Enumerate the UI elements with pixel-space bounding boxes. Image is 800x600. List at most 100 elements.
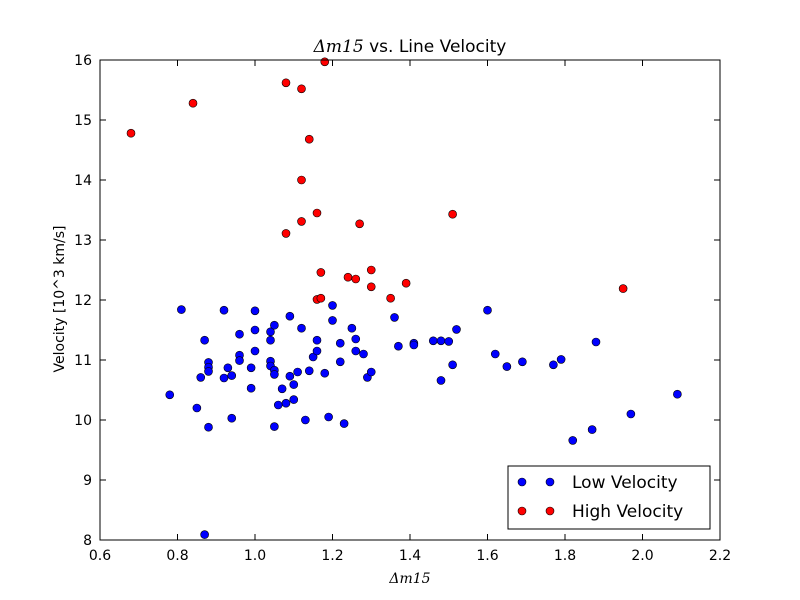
data-point [312,208,322,218]
legend-label-high-velocity: High Velocity [572,502,683,522]
x-tick-label: 1.6 [476,548,498,564]
data-point [297,84,306,94]
y-axis-label: Velocity [10^3 km/s] [52,226,68,373]
data-point [250,306,260,316]
data-point [556,355,566,364]
data-point [297,217,306,226]
data-point [304,366,314,376]
data-point [328,301,337,310]
legend-box [507,465,711,530]
data-point [281,229,291,238]
data-point [297,323,306,333]
data-point [301,415,310,425]
plot-area [100,60,720,540]
data-point [366,367,376,377]
data-point [351,346,361,356]
y-tick-label: 10 [74,413,92,429]
data-point [355,219,364,229]
data-point [587,425,597,434]
data-point [428,336,438,346]
y-tick-label: 16 [74,53,92,69]
x-tick-label: 1.8 [554,548,576,564]
data-point [490,349,500,359]
chart-title: Δm15 vs. Line Velocity [313,37,507,57]
data-point [281,398,291,408]
data-point [227,371,237,380]
data-point [200,335,209,345]
legend-entry-low-velocity: Low Velocity [517,473,678,493]
data-point [227,413,237,423]
data-point [188,98,198,108]
data-point [626,409,636,419]
legend-label-low-velocity: Low Velocity [572,473,678,493]
data-point [223,363,233,373]
data-point [219,373,229,383]
data-point [386,293,395,303]
data-point [219,305,229,315]
x-tick-label: 2.2 [709,548,731,564]
data-point [277,384,287,394]
data-point [165,390,175,400]
data-point [285,371,295,381]
legend-marker-low-velocity-2 [545,477,555,487]
data-point [270,370,279,379]
x-tick-label: 0.8 [166,548,188,564]
data-point [339,419,349,428]
data-point [204,422,213,432]
data-point [250,325,260,335]
x-tick-label: 0.6 [89,548,111,564]
series-low-velocity [165,301,682,539]
data-point [285,311,295,321]
legend-marker-high-velocity-2 [545,506,555,516]
data-point [126,128,136,138]
data-point [366,265,376,275]
y-tick-label: 14 [74,173,92,189]
data-point [196,373,206,382]
data-point [320,57,330,67]
data-point [483,305,492,315]
data-point [246,363,256,373]
data-point [409,340,419,350]
axis-ticks: 0.6 0.8 1.0 1.2 1.4 1.6 1.8 2.0 2.2 8 9 10 11 12 13 14 1… [74,53,731,564]
x-tick-label: 2.0 [631,548,653,564]
data-point [549,360,558,370]
data-point [235,356,244,365]
legend-entry-high-velocity: High Velocity [517,502,683,522]
data-point [568,436,578,445]
y-tick-label: 12 [74,293,92,309]
x-axis-label: Δm15 [388,571,430,587]
data-point [351,274,361,284]
data-point [351,334,361,344]
plot-frame [99,59,721,541]
data-point [328,316,337,325]
data-point [316,268,326,277]
legend-marker-low-velocity [517,477,527,487]
data-point [250,346,260,356]
data-point [204,367,213,376]
y-tick-label: 15 [74,113,92,129]
y-tick-label: 13 [74,233,92,249]
data-point [281,78,291,88]
data-point [394,341,403,351]
data-point [266,327,275,337]
data-point [343,272,353,282]
data-point [436,336,446,346]
data-point [266,335,275,345]
data-point [312,335,322,345]
data-point [270,422,279,431]
data-point [270,320,279,330]
data-point [192,403,202,413]
data-point [452,325,461,334]
legend-marker-high-velocity [517,506,527,516]
data-point [335,357,345,367]
data-point [200,530,209,539]
y-tick-label: 8 [83,533,92,549]
data-point [448,209,457,219]
data-point [289,395,299,404]
data-point [347,323,357,333]
data-point [444,337,454,346]
data-point [297,175,306,185]
data-point [359,349,368,359]
data-point [320,368,330,378]
